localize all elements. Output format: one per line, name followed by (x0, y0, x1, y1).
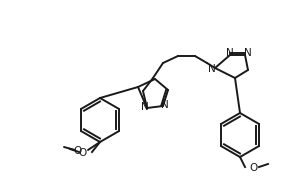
Text: N: N (226, 48, 234, 58)
Text: N: N (141, 102, 149, 112)
Text: O: O (79, 148, 87, 158)
Text: O: O (250, 163, 258, 173)
Text: N: N (161, 100, 169, 110)
Text: N: N (208, 64, 216, 74)
Text: N: N (244, 48, 252, 58)
Text: O: O (74, 146, 82, 156)
